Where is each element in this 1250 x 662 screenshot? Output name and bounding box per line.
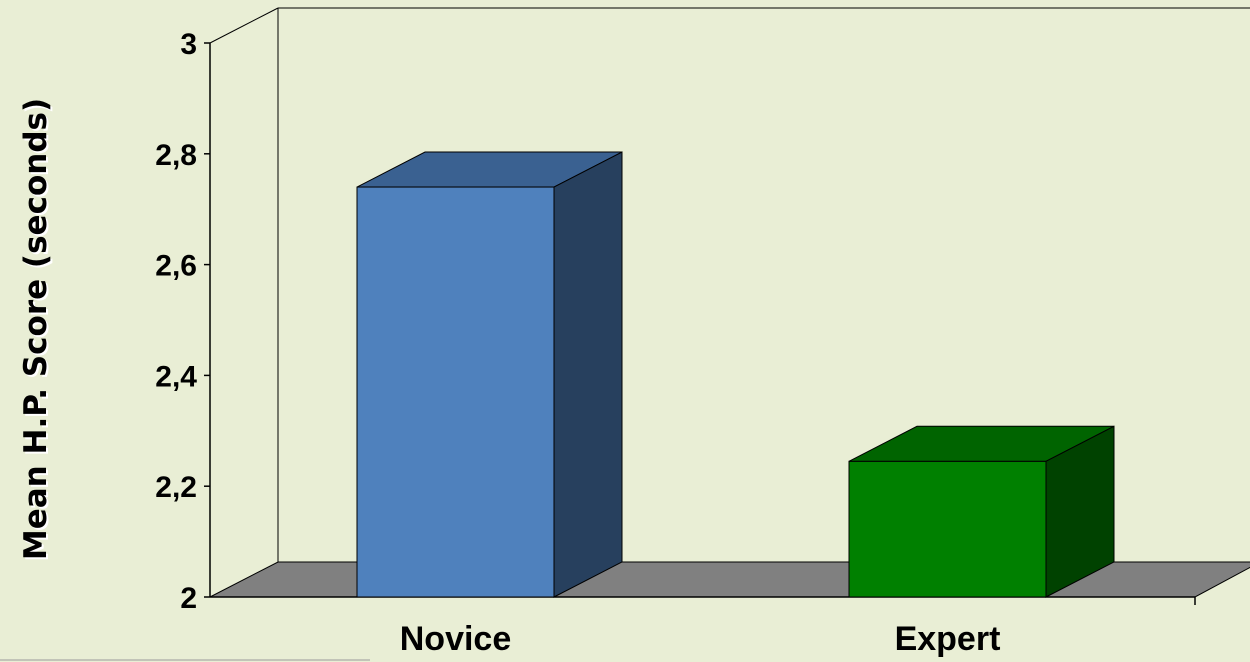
side-wall-top-edge [209,7,279,44]
chart-walls [0,7,1250,661]
bar-side [1045,425,1115,598]
y-tick-label: 2,8 [155,139,197,172]
y-axis-title: Mean H.P. Score (seconds) [18,98,54,560]
y-axis-title-shadow: Mean H.P. Score (seconds) [20,100,56,562]
y-tick-label: 2,6 [155,250,197,283]
bars [356,151,1115,598]
x-tick-label: Novice [400,620,512,658]
x-tick-label: Expert [895,620,1001,658]
bar-front [848,460,1047,598]
bar-side [553,151,623,598]
y-tick-label: 3 [180,28,197,61]
y-tick-label: 2 [180,582,197,615]
bar-front [356,186,555,598]
x-tick-labels: Novice Expert [400,620,1001,658]
y-axis-title-group: Mean H.P. Score (seconds) Mean H.P. Scor… [18,98,56,562]
y-tick-labels: 2 2,2 2,4 2,6 2,8 3 [155,28,197,615]
y-tick-label: 2,2 [155,471,197,504]
y-tick-label: 2,4 [155,360,197,393]
